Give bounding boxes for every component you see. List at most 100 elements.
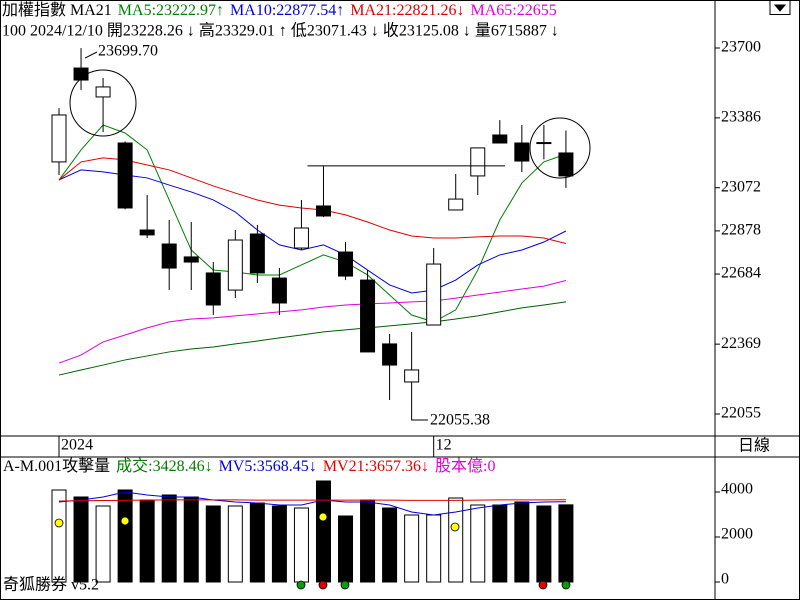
volume-title: A-M.001攻擊量 (3, 457, 110, 475)
candle-body (470, 147, 486, 177)
volume-bar (382, 507, 398, 583)
volume-bar (338, 515, 354, 583)
volume-bar (139, 499, 155, 583)
annotation: 23699.70 (98, 43, 158, 60)
volume-bar (492, 504, 508, 583)
volume-bar (536, 505, 552, 583)
volume-bar (360, 499, 376, 583)
signal-dot (54, 518, 64, 528)
y-tick-label: 2000 (721, 526, 753, 543)
volume-bar (73, 496, 89, 583)
signal-dots (54, 512, 571, 590)
y-tick-label: 22684 (721, 265, 761, 282)
candle-body (227, 239, 243, 291)
x-tick-label: 2024 (61, 437, 93, 454)
volume-bar (404, 514, 420, 583)
y-tick-label: 23386 (721, 109, 761, 126)
y-tick-label: 23700 (721, 39, 761, 56)
signal-dot (561, 580, 571, 590)
volume-bar (271, 505, 287, 583)
ma-line (58, 280, 567, 364)
legend-trend: ↓ (421, 458, 429, 475)
volume-bar (161, 494, 177, 583)
chart-title: 加權指數 MA21 (2, 1, 112, 19)
ma-line (58, 301, 566, 376)
signal-dot (318, 580, 328, 590)
annotation-leader (84, 51, 98, 59)
signal-dot (538, 580, 548, 590)
candle-body (315, 205, 331, 217)
candle-body (117, 142, 133, 209)
y-tick-label: 22878 (721, 222, 761, 239)
legend-trend: ↑ (336, 2, 344, 19)
candle-body (404, 369, 420, 383)
candle-body (338, 251, 354, 277)
y-tick-label: 4000 (721, 481, 753, 498)
legend-trend: ↓ (457, 2, 465, 19)
candle-body (161, 243, 177, 269)
volume-bar (558, 504, 574, 583)
candle-body (249, 233, 265, 274)
plot-area: 23700 23386 23072 22878 22684 22369 22055 4000 2… (51, 39, 761, 588)
ma-line (58, 169, 567, 294)
signal-dot (296, 580, 306, 590)
volume-bar (315, 480, 331, 583)
candle-body (51, 114, 67, 163)
volume-legend: A-M.001攻擊量 成交:3428.46↓ MV5:3568.45↓ MV21:36… (3, 457, 496, 475)
legend-entry: MA65:22655 (471, 2, 557, 19)
y-tick-label: 22055 (721, 405, 761, 422)
candle-body (205, 272, 221, 306)
mv-line (58, 491, 566, 516)
legend-trend: ↓ (205, 458, 213, 475)
ma-line (58, 124, 567, 323)
candle-body (293, 227, 309, 249)
legend-entry: 股本億:0 (435, 457, 495, 475)
ma-line (58, 157, 567, 245)
volume-bar (205, 505, 221, 583)
volume-bar (227, 505, 243, 583)
candle-body (183, 256, 199, 263)
candle-body (360, 279, 376, 353)
signal-dot (120, 516, 130, 526)
y-tick-label: 0 (721, 571, 729, 588)
overlays (69, 69, 591, 179)
volume-bar (426, 514, 442, 583)
candle-body (382, 343, 398, 366)
legend-entry: MV21:3657.36 (323, 458, 421, 475)
volume-bar (95, 505, 111, 583)
volume-bar (51, 489, 67, 583)
candle-body (139, 229, 155, 236)
volume-bar (249, 502, 265, 583)
candle-body (95, 86, 111, 98)
candle-body (514, 142, 530, 162)
candle-body (492, 134, 508, 144)
signal-dot (450, 522, 460, 532)
window-button-icon[interactable] (773, 4, 787, 12)
legend-entry: MA10:22877.54 (230, 2, 336, 19)
legend-entry: MV5:3568.45 (219, 458, 309, 475)
y-tick-label: 23072 (721, 178, 761, 195)
highlight-circle (529, 117, 591, 179)
legend-trend: ↓ (309, 458, 317, 475)
header: 加權指數 MA21 MA5:23222.97↑ MA10:22877.54↑ MA21… (2, 1, 559, 40)
volume-bar (183, 496, 199, 583)
y-tick-label: 22369 (721, 335, 761, 352)
highlight-circle (69, 69, 137, 137)
candle-body (271, 277, 287, 304)
candle-body (426, 263, 442, 326)
legend-entry: MA21:22821.26 (350, 2, 456, 19)
ohlc-line: 100 2024/12/10 開23228.26 ↓ 高23329.01 ↑ 低… (2, 22, 559, 40)
footer: 奇狐勝券 v5.2 (3, 576, 99, 594)
x-tick-label: 12 (436, 437, 452, 454)
signal-dot (318, 512, 328, 522)
volume-bar (470, 504, 486, 583)
volume-bar (448, 497, 464, 583)
candle-body (448, 198, 464, 211)
legend-entry: MA5:23222.97 (118, 2, 216, 19)
legend-entry: 成交:3428.46 (116, 457, 204, 475)
annotation: 22055.38 (430, 412, 490, 429)
candle-body (558, 152, 574, 177)
window-button[interactable] (769, 0, 791, 15)
